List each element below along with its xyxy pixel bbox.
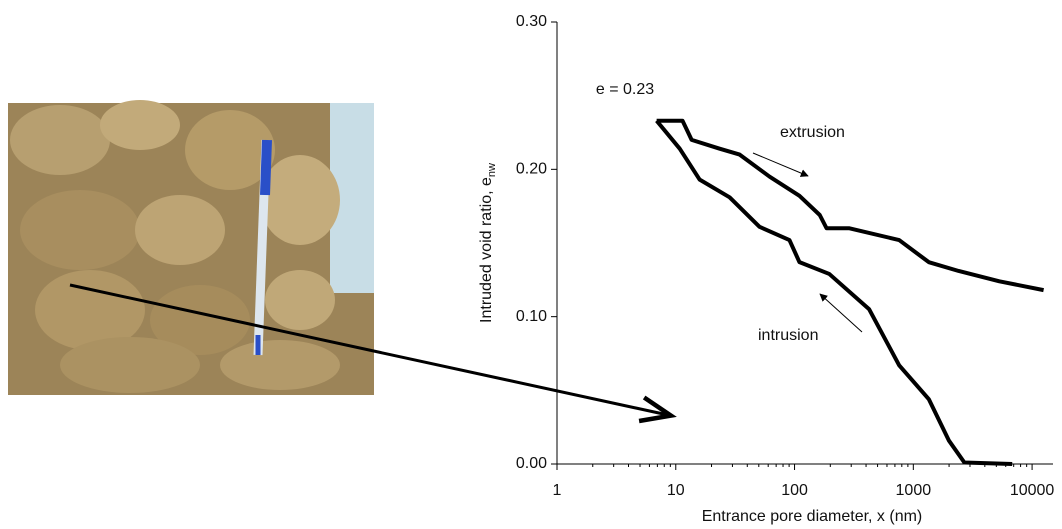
pointer-arrow: [69, 283, 668, 415]
y-axis-label-main: Intruded void ratio, e: [478, 177, 495, 323]
annotation: intrusion: [758, 327, 818, 344]
y-axis-label: Intruded void ratio, enw: [478, 163, 498, 323]
y-tick-label: 0.30: [516, 13, 547, 30]
x-tick-label: 100: [781, 482, 808, 499]
data-line: [655, 119, 1013, 466]
soil-photo: [8, 100, 374, 395]
annotation: e = 0.23: [596, 81, 654, 98]
x-tick-label: 10000: [1010, 482, 1055, 499]
annotation: extrusion: [780, 124, 845, 141]
intrusion-arrow: [819, 293, 863, 333]
x-tick-label: 10: [667, 482, 685, 499]
data-line: [656, 118, 1044, 293]
y-tick-label: 0.00: [516, 455, 547, 472]
y-tick-label: 0.20: [516, 161, 547, 178]
x-axis-label: Entrance pore diameter, x (nm): [702, 508, 923, 525]
y-tick-label: 0.10: [516, 308, 547, 325]
x-tick-label: 1: [553, 482, 562, 499]
y-axis-label-sub: nw: [486, 163, 498, 177]
x-tick-label: 1000: [896, 482, 932, 499]
extrusion-arrow: [752, 152, 809, 177]
